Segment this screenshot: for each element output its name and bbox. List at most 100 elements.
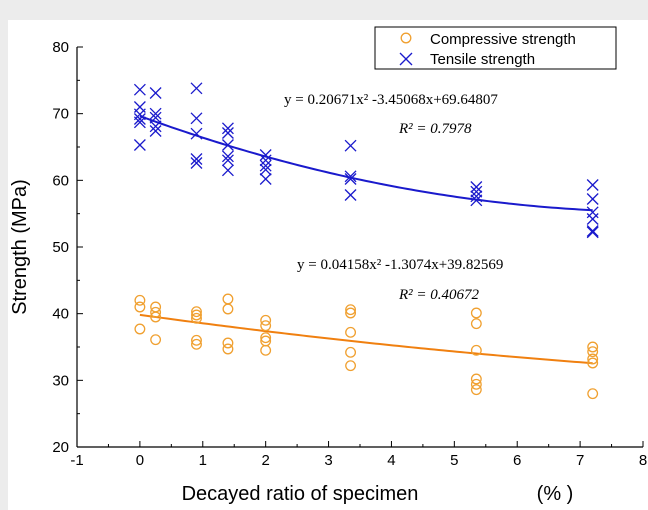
y-tick-label: 20	[52, 439, 69, 456]
legend: Compressive strength Tensile strength	[374, 26, 617, 70]
tensile-point	[149, 111, 162, 124]
x-tick-label: 5	[450, 452, 458, 469]
compressive-point	[587, 353, 599, 365]
plot-panel	[8, 20, 648, 510]
compressive-point	[191, 306, 202, 318]
tensile-point	[221, 164, 234, 177]
tensile-point	[133, 116, 146, 129]
tensile-point	[221, 122, 234, 135]
x-tick-label: 7	[576, 452, 584, 469]
compressive-point	[587, 388, 599, 400]
tensile-point	[221, 154, 234, 167]
compressive-fit-equation: y = 0.04158x² -1.3074x+39.82569	[297, 257, 503, 273]
compressive-point	[191, 309, 202, 321]
tensile-fit-r2: R² = 0.7978	[398, 121, 472, 137]
tensile-point	[586, 225, 599, 237]
tensile-point	[190, 127, 203, 140]
tensile-point	[259, 149, 272, 161]
y-tick-label: 50	[52, 239, 69, 256]
tensile-point	[586, 213, 599, 225]
compressive-point	[191, 338, 202, 350]
y-tick-label: 60	[52, 172, 69, 189]
tensile-point	[259, 159, 272, 172]
x-tick-label: 1	[199, 452, 207, 469]
tensile-point	[149, 120, 162, 133]
compressive-point	[345, 304, 357, 316]
tensile-point	[470, 190, 483, 203]
compressive-point	[260, 314, 272, 326]
compressive-point	[260, 332, 272, 344]
tensile-point	[344, 139, 357, 152]
compressive-point	[470, 344, 482, 356]
tensile-fit-equation: y = 0.20671x² -3.45068x+69.64807	[284, 92, 498, 108]
tensile-point	[586, 226, 599, 239]
tensile-point	[190, 82, 203, 95]
x-axis-title: Decayed ratio of specimen	[182, 483, 419, 505]
tensile-point	[133, 139, 146, 151]
compressive-fit-curve	[139, 313, 593, 365]
compressive-point	[470, 378, 482, 390]
compressive-point	[222, 343, 234, 355]
data-points	[133, 82, 599, 400]
legend-compressive-label: Compressive strength	[430, 31, 576, 48]
x-tick-label: 4	[387, 452, 395, 469]
compressive-point	[470, 307, 482, 319]
legend-compressive-marker	[400, 32, 412, 44]
tensile-point	[470, 181, 483, 193]
compressive-point	[260, 344, 272, 356]
tensile-point	[221, 150, 234, 163]
compressive-point	[470, 318, 482, 330]
compressive-point	[191, 334, 202, 346]
tensile-point	[221, 139, 234, 151]
tensile-point	[190, 112, 203, 125]
tensile-point	[221, 127, 234, 139]
compressive-point	[345, 346, 357, 358]
tensile-point	[259, 173, 272, 185]
tensile-point	[470, 185, 483, 198]
tensile-point	[133, 113, 146, 125]
compressive-fit-r2: R² = 0.40672	[398, 287, 480, 303]
compressive-point	[587, 341, 599, 353]
compressive-point	[470, 373, 482, 385]
compressive-point	[222, 303, 234, 315]
x-tick-label: 3	[324, 452, 332, 469]
tensile-point	[133, 83, 146, 96]
legend-box	[374, 26, 617, 70]
tensile-point	[344, 173, 357, 185]
x-tick-label: -1	[70, 452, 83, 469]
compressive-point	[222, 337, 234, 349]
compressive-point	[150, 306, 162, 318]
compressive-point	[191, 312, 202, 324]
y-axis-title: Strength (MPa)	[9, 179, 31, 315]
x-axis-unit: (% )	[537, 483, 574, 505]
tensile-point	[149, 125, 162, 137]
x-tick-label: 2	[261, 452, 269, 469]
compressive-point	[345, 326, 357, 338]
compressive-point	[587, 357, 599, 369]
legend-tensile-label: Tensile strength	[430, 51, 535, 68]
tensile-point	[344, 170, 357, 183]
tensile-point	[259, 163, 272, 176]
tensile-point	[190, 157, 203, 169]
compressive-point	[470, 384, 482, 396]
compressive-point	[345, 307, 357, 319]
tensile-point	[149, 87, 162, 99]
legend-tensile-marker	[399, 52, 413, 66]
x-tick-label: 6	[513, 452, 521, 469]
tensile-point	[586, 193, 599, 205]
compressive-point	[134, 323, 146, 335]
y-tick-label: 40	[52, 306, 69, 323]
tensile-point	[344, 189, 357, 201]
compressive-point	[150, 311, 162, 323]
y-tick-label: 70	[52, 106, 69, 123]
axis-ticks: -1 0 1 2 3 4 5 6 7 8 20 30 40 50 60 70 80	[52, 39, 647, 469]
tensile-point	[586, 179, 599, 191]
compressive-point	[150, 334, 162, 346]
compressive-point	[345, 360, 357, 372]
tensile-point	[470, 194, 483, 207]
y-tick-label: 30	[52, 372, 69, 389]
compressive-point	[134, 294, 146, 306]
x-tick-label: 8	[639, 452, 647, 469]
